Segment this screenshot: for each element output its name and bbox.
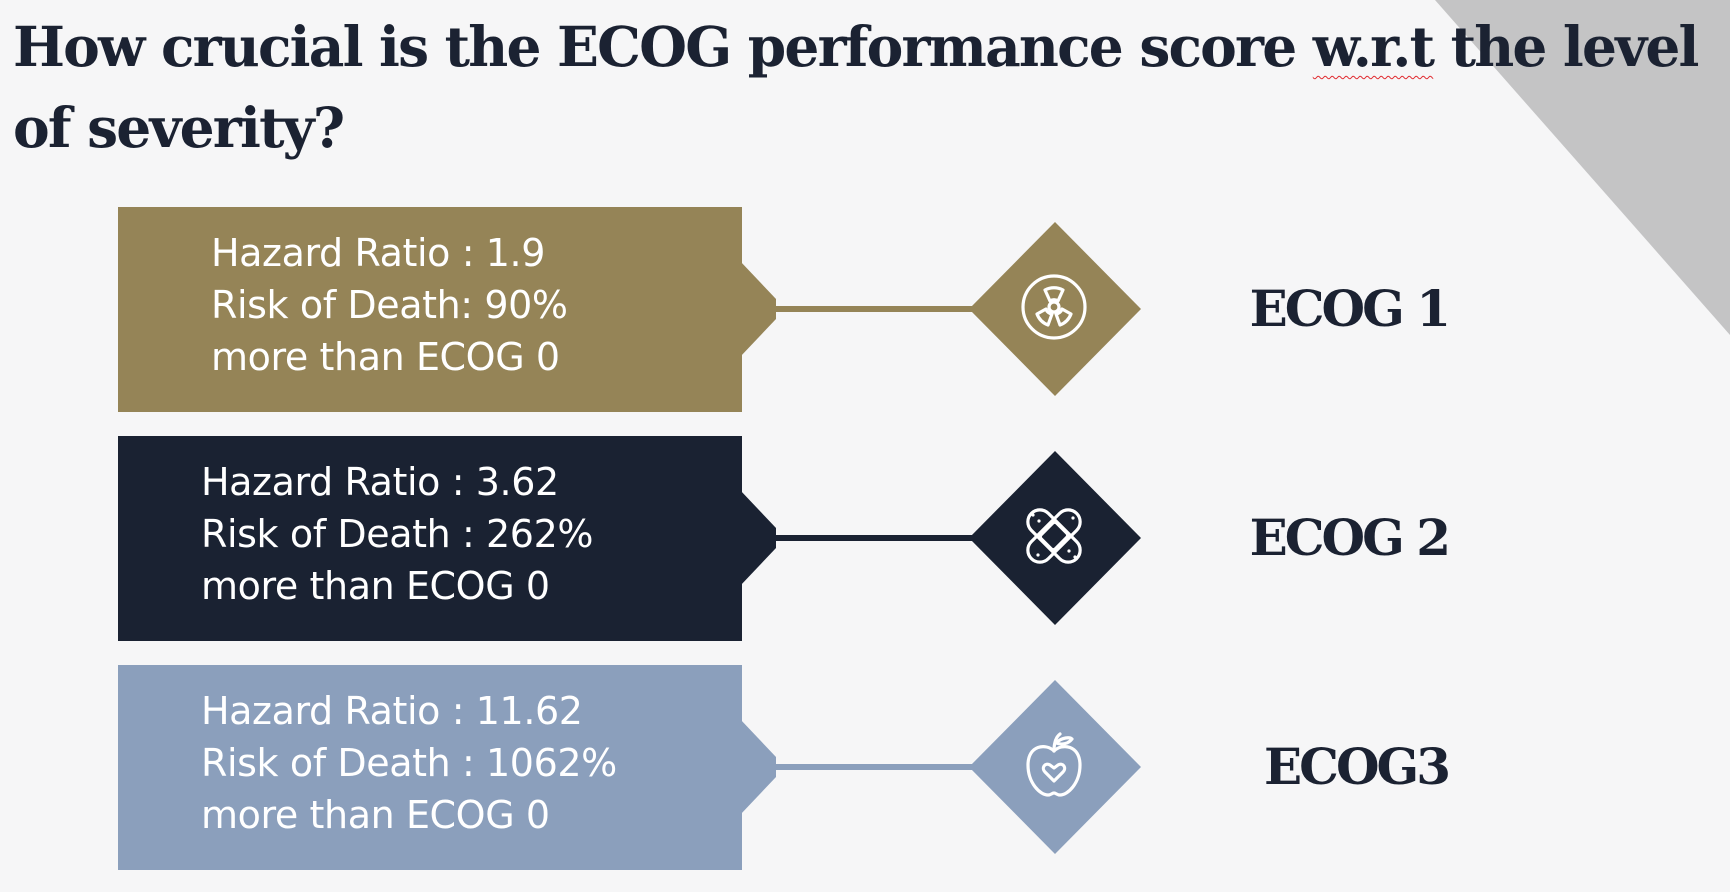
title-text-end: the level of severity? (13, 14, 1699, 160)
radiation-icon (1021, 274, 1087, 340)
connector-arrow (740, 261, 776, 357)
ecog-1-label: ECOG 1 (1249, 279, 1451, 338)
ecog-3-label: ECOG3 (1264, 737, 1451, 796)
ecog-2-info-box: Hazard Ratio : 3.62 Risk of Death : 262%… (118, 436, 742, 641)
risk-of-death-text: Risk of Death: 90% (211, 283, 568, 327)
page-title: How crucial is the ECOG performance scor… (13, 6, 1728, 168)
apple-heart-icon (1026, 732, 1082, 797)
ecog-2-label: ECOG 2 (1249, 508, 1451, 567)
title-text-start: How crucial is the ECOG performance scor… (13, 14, 1313, 79)
ecog-3-row: Hazard Ratio : 11.62 Risk of Death : 106… (0, 657, 1730, 870)
spellcheck-flagged-word: w.r.t (1312, 14, 1435, 79)
ecog-1-diamond (969, 222, 1141, 396)
hazard-ratio-text: Hazard Ratio : 1.9 (211, 231, 546, 275)
hazard-ratio-text: Hazard Ratio : 11.62 (201, 689, 583, 733)
ecog-3-info-box: Hazard Ratio : 11.62 Risk of Death : 106… (118, 665, 742, 870)
connector-arrow (740, 719, 776, 815)
comparison-text: more than ECOG 0 (211, 335, 560, 379)
connector-arrow (740, 490, 776, 586)
risk-of-death-text: Risk of Death : 262% (201, 512, 594, 556)
bandage-icon (1026, 508, 1082, 564)
ecog-2-row: Hazard Ratio : 3.62 Risk of Death : 262%… (0, 428, 1730, 641)
comparison-text: more than ECOG 0 (201, 564, 550, 608)
connector-line (776, 535, 973, 541)
connector-line (776, 764, 973, 770)
ecog-1-info-box: Hazard Ratio : 1.9 Risk of Death: 90% mo… (118, 207, 742, 412)
connector-line (776, 306, 973, 312)
hazard-ratio-text: Hazard Ratio : 3.62 (201, 460, 559, 504)
comparison-text: more than ECOG 0 (201, 793, 550, 837)
ecog-1-row: Hazard Ratio : 1.9 Risk of Death: 90% mo… (0, 199, 1730, 412)
ecog-2-diamond (969, 451, 1141, 625)
risk-of-death-text: Risk of Death : 1062% (201, 741, 617, 785)
